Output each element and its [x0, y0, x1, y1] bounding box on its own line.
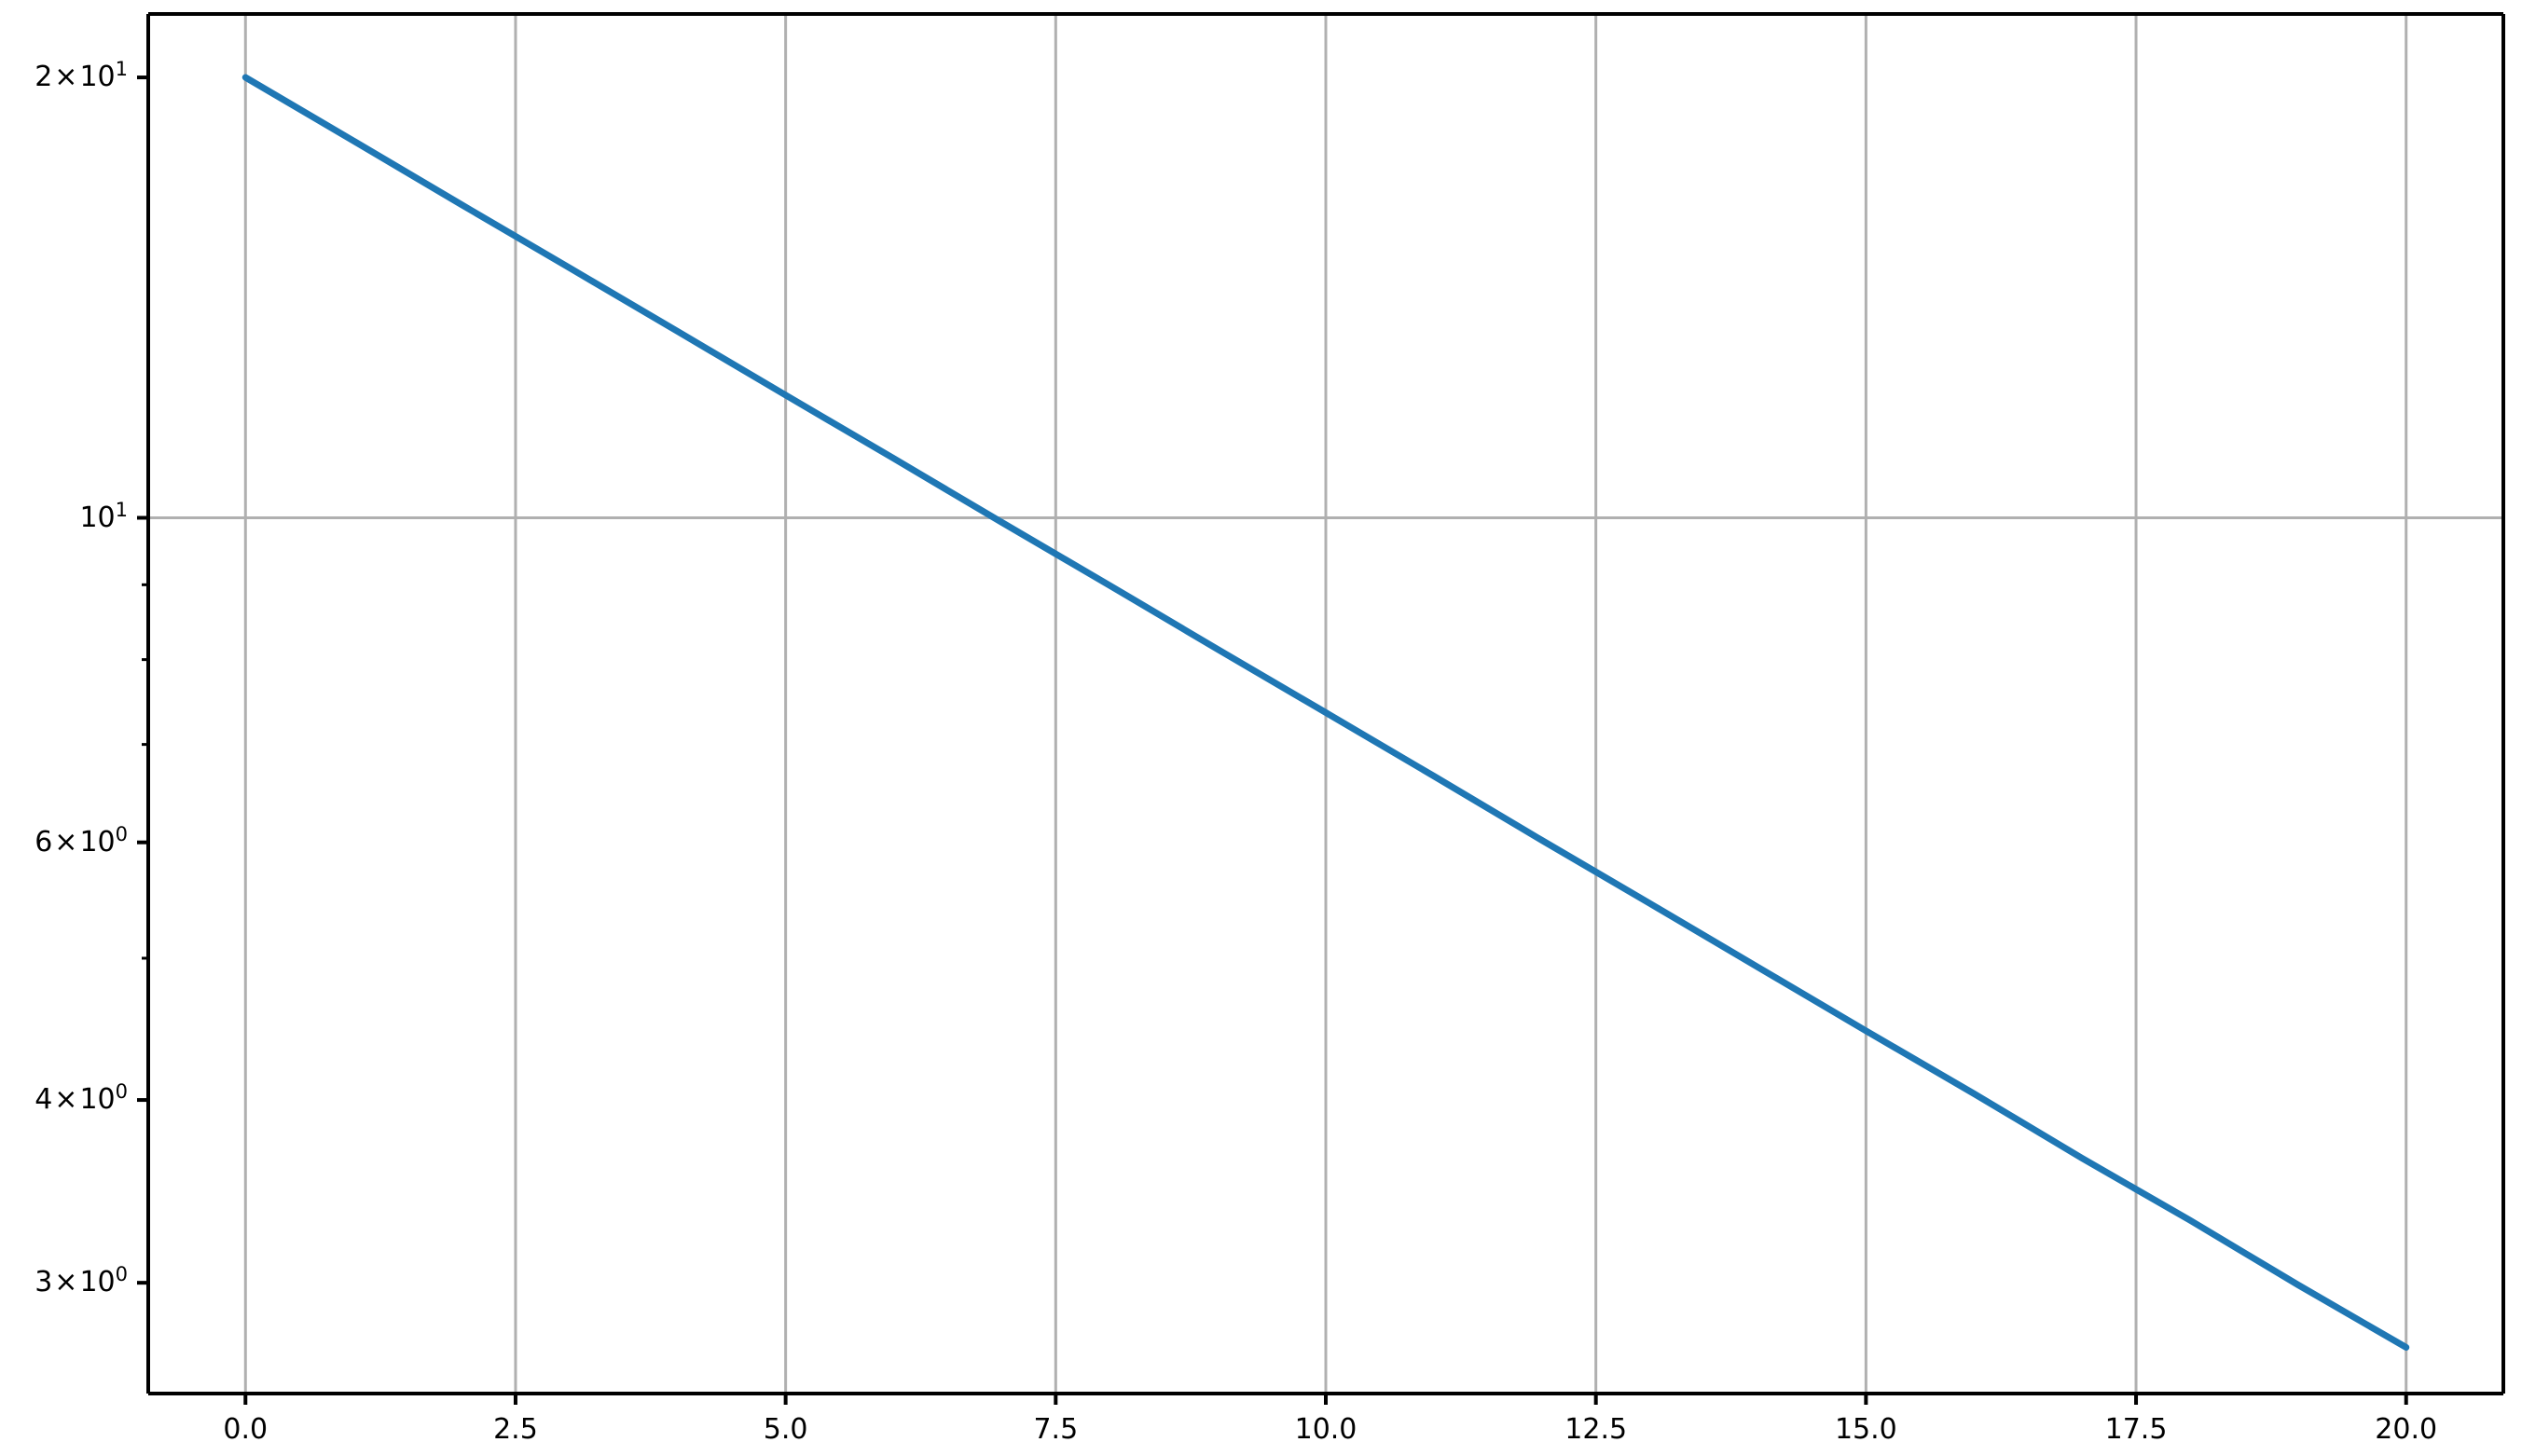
x-tick-label: 12.5 — [1564, 1413, 1628, 1446]
x-tick-label: 2.5 — [493, 1413, 538, 1446]
y-tick-label: 6×100 — [34, 822, 128, 858]
x-tick-label: 5.0 — [763, 1413, 808, 1446]
grid-lines — [148, 14, 2503, 1394]
x-tick-label: 17.5 — [2104, 1413, 2168, 1446]
tick-marks — [137, 76, 2408, 1405]
x-tick-label: 20.0 — [2375, 1413, 2438, 1446]
x-tick-label: 15.0 — [1834, 1413, 1897, 1446]
y-tick-label: 101 — [79, 498, 128, 534]
y-tick-label: 2×101 — [34, 58, 128, 94]
vertical-gridlines — [243, 14, 2408, 1394]
x-tick-label: 7.5 — [1033, 1413, 1079, 1446]
y-tick-label: 4×100 — [34, 1080, 128, 1117]
y-tick-label: 3×100 — [34, 1263, 128, 1299]
x-tick-label: 0.0 — [223, 1413, 269, 1446]
data-series-lines — [241, 74, 2410, 1351]
x-tick-label: 10.0 — [1294, 1413, 1357, 1446]
data-line-decay — [241, 74, 2410, 1351]
